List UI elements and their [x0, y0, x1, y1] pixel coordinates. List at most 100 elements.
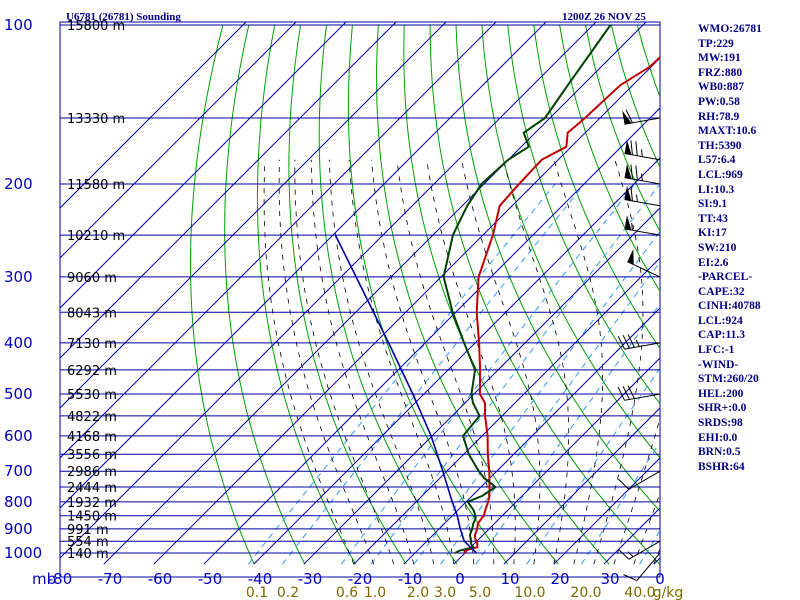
barb-flag [627, 249, 634, 265]
index-row: CAP:11.3 [698, 329, 745, 342]
dry-adiabat [533, 24, 660, 350]
height-label: 3556 m [67, 448, 117, 463]
index-row: -WIND- [698, 358, 739, 371]
mixing-ratio-label: 3.0 [434, 585, 456, 600]
barb-half [636, 194, 638, 202]
index-row: TT:43 [698, 212, 728, 225]
dry-adiabat [559, 24, 660, 293]
isotherm [203, 107, 660, 565]
index-row: LCL:969 [698, 168, 743, 181]
temperature-tick-label: 10 [500, 570, 519, 588]
dry-adiabat [507, 24, 660, 405]
moist-adiabat [613, 416, 660, 565]
height-label: 6292 m [67, 364, 117, 379]
mixing-ratio-line [340, 183, 636, 565]
pressure-label: 300 [4, 268, 33, 286]
mixing-ratio-line [370, 183, 660, 565]
temperature-curve [463, 55, 660, 554]
index-row: FRZ:880 [698, 66, 743, 79]
isotherm [353, 257, 660, 565]
isotherm [453, 357, 660, 565]
height-label: 2986 m [67, 465, 117, 480]
isotherm [60, 22, 597, 559]
index-row: LI:10.3 [698, 183, 735, 196]
wind-barb [627, 249, 661, 278]
temperature-tick-label: -10 [398, 570, 423, 588]
dry-adiabat [376, 24, 559, 565]
index-row: SHR+:0.0 [698, 402, 747, 415]
moist-adiabat [553, 159, 603, 565]
pressure-label: 200 [4, 175, 33, 193]
wind-barb [622, 109, 661, 125]
mixing-ratio-line [413, 230, 660, 565]
wind-barbs [617, 109, 661, 582]
wind-barb [617, 334, 661, 350]
barb-full [630, 186, 633, 201]
index-row: RH:78.9 [698, 110, 740, 123]
isotherm [60, 22, 247, 209]
barb-flag [624, 215, 632, 231]
plot-background [59, 21, 661, 578]
height-label: 991 m [67, 523, 109, 538]
barb-full [622, 386, 630, 400]
mixing-ratio-label: 1.0 [364, 585, 386, 600]
index-row: BRN:0.5 [698, 446, 741, 459]
index-row: EI:2.6 [698, 256, 729, 269]
dry-adiabat [318, 24, 458, 565]
mixing-ratio-line [526, 367, 660, 565]
mixing-ratio-label: 10.0 [514, 585, 545, 600]
index-row: WB0:887 [698, 81, 744, 94]
barb-full [630, 140, 633, 155]
wind-barb [624, 215, 661, 236]
isotherm [153, 57, 660, 565]
barb-full [627, 385, 635, 399]
isotherm [60, 22, 347, 309]
station-title: U6781 (26781) Sounding [66, 11, 181, 23]
dry-adiabat [481, 24, 660, 459]
wind-barb [624, 185, 661, 207]
height-label: 2444 m [67, 481, 117, 496]
height-label: 140 m [67, 547, 109, 562]
index-row: LCL:924 [698, 314, 743, 327]
moist-adiabat [371, 159, 475, 565]
barb-full [618, 548, 630, 560]
wind-barb [618, 470, 661, 490]
barb-flag [622, 110, 632, 125]
barb-shaft [624, 342, 661, 350]
barb-shaft [628, 470, 661, 490]
moist-adiabat [278, 159, 375, 565]
barb-shaft [627, 261, 661, 278]
moist-adiabat [633, 492, 660, 565]
height-label: 1932 m [67, 496, 117, 511]
sounding-time: 1200Z 26 NOV 25 [562, 11, 646, 23]
plot-frame [59, 21, 661, 578]
isotherm [553, 457, 660, 565]
height-label: 13330 m [67, 112, 125, 127]
dewpoint-curve [442, 24, 612, 554]
height-label: 10210 m [67, 229, 125, 244]
pressure-label: 600 [4, 427, 33, 445]
wind-barb [623, 552, 661, 582]
temperature-tick-label: -40 [248, 570, 273, 588]
index-row: MAXT:10.6 [698, 125, 757, 138]
parcel-curve [334, 234, 478, 554]
barb-shaft [636, 552, 661, 581]
mixing-ratio-line [247, 183, 556, 565]
isotherm [60, 22, 447, 409]
barb-shaft [624, 117, 661, 125]
barb-half [641, 173, 643, 181]
diagram-grid [60, 22, 660, 565]
index-row: PW:0.58 [698, 95, 740, 108]
index-row: CAPE:32 [698, 285, 745, 298]
wind-barb [624, 139, 661, 161]
pressure-label: 700 [4, 462, 33, 480]
index-row: TH:5390 [698, 139, 742, 152]
temperature-tick-label: -20 [348, 570, 373, 588]
temperature-tick-label: 30 [600, 570, 619, 588]
temperature-tick-label: -80 [48, 570, 73, 588]
height-label: 554 m [67, 535, 109, 550]
pressure-label: 800 [4, 493, 33, 511]
height-label: 4822 m [67, 410, 117, 425]
barb-shaft [628, 540, 661, 560]
